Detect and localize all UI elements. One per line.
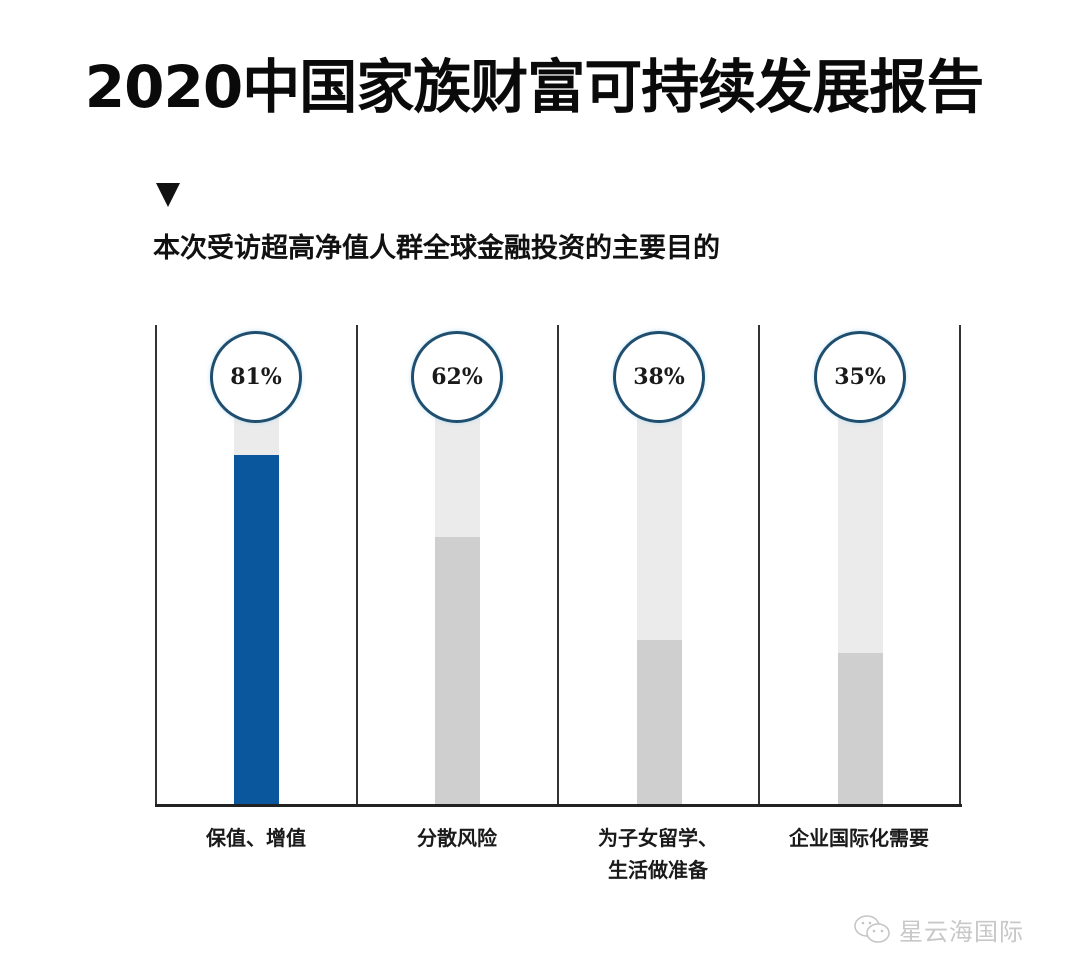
- divider: [155, 325, 157, 805]
- bar-children-education: [637, 640, 682, 804]
- divider: [557, 325, 559, 805]
- x-axis-baseline: [155, 804, 962, 807]
- chart-subtitle: 本次受访超高净值人群全球金融投资的主要目的: [153, 233, 720, 264]
- value-label: 35%: [834, 364, 886, 390]
- category-label: 为子女留学、 生活做准备: [558, 822, 758, 886]
- down-triangle-icon: [156, 183, 180, 207]
- bar-preserve-value: [234, 455, 279, 804]
- bar-diversify-risk: [435, 537, 480, 804]
- watermark: 星云海国际: [853, 912, 1024, 947]
- category-label-line: 保值、增值: [206, 826, 306, 850]
- category-label: 保值、增值: [156, 822, 356, 854]
- divider: [758, 325, 760, 805]
- category-label-line: 企业国际化需要: [789, 826, 929, 850]
- value-badge: 62%: [411, 331, 503, 423]
- divider: [356, 325, 358, 805]
- page-title: 2020中国家族财富可持续发展报告: [84, 53, 984, 121]
- category-label: 企业国际化需要: [759, 822, 959, 854]
- category-label: 分散风险: [357, 822, 557, 854]
- divider: [959, 325, 961, 805]
- value-badge: 38%: [613, 331, 705, 423]
- value-label: 38%: [633, 364, 685, 390]
- category-label-line: 为子女留学、: [598, 826, 718, 850]
- category-label-line: 分散风险: [417, 826, 497, 850]
- value-label: 62%: [431, 364, 483, 390]
- bar-enterprise-internationalization: [838, 653, 883, 804]
- value-badge: 81%: [210, 331, 302, 423]
- value-badge: 35%: [814, 331, 906, 423]
- watermark-text: 星云海国际: [899, 918, 1024, 946]
- wechat-icon: [854, 914, 890, 943]
- category-label-line: 生活做准备: [608, 858, 708, 882]
- value-label: 81%: [230, 364, 282, 390]
